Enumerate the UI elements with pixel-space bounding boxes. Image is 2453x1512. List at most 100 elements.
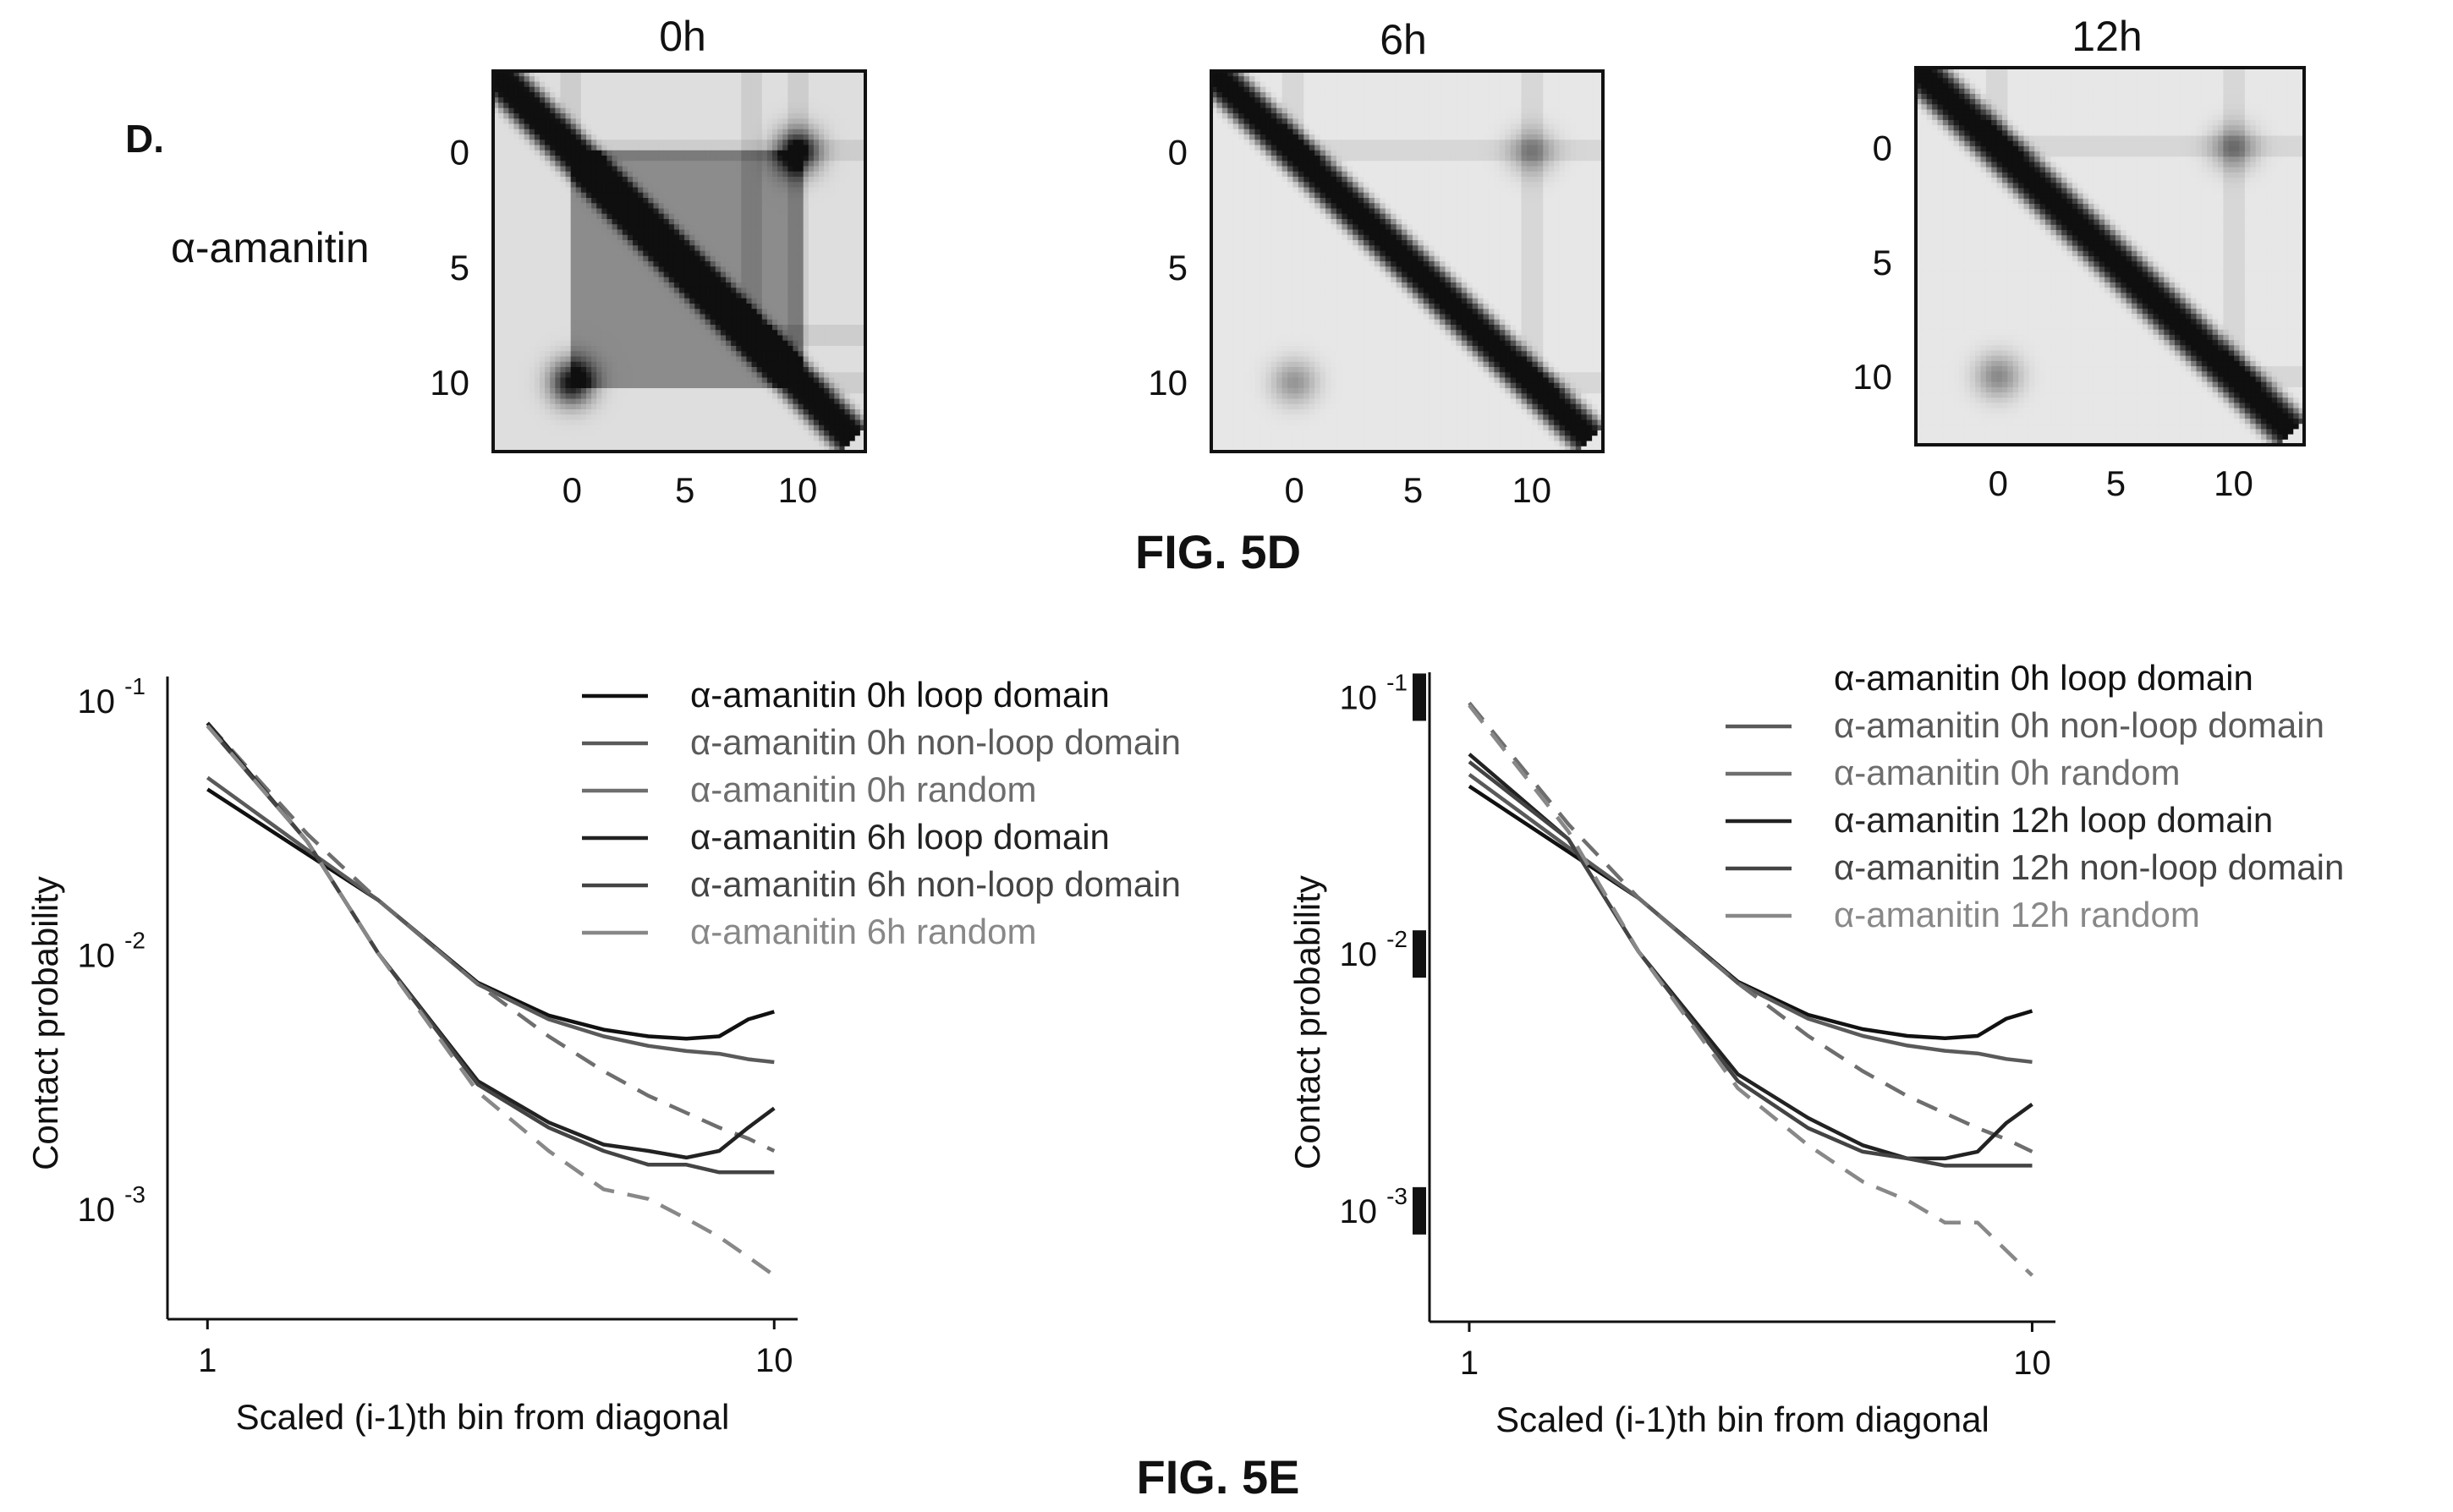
heatmap-cell bbox=[720, 86, 727, 93]
heatmap-cell bbox=[586, 198, 592, 204]
heatmap-cell bbox=[673, 245, 680, 252]
heatmap-cell bbox=[570, 271, 577, 278]
heatmap-cell bbox=[606, 140, 613, 146]
heatmap-cell bbox=[766, 393, 773, 400]
heatmap-cell bbox=[829, 219, 835, 225]
heatmap-cell bbox=[751, 97, 758, 104]
heatmap-cell bbox=[668, 388, 675, 394]
heatmap-cell bbox=[684, 92, 690, 98]
heatmap-cell bbox=[627, 150, 634, 156]
heatmap-cell bbox=[710, 113, 716, 119]
heatmap-cell bbox=[700, 393, 706, 400]
heatmap-cell bbox=[560, 76, 567, 83]
heatmap-cell bbox=[761, 245, 768, 252]
heatmap-cell bbox=[524, 382, 530, 389]
heatmap-cell bbox=[638, 92, 644, 98]
heatmap-cell bbox=[808, 351, 815, 358]
heatmap-cell bbox=[524, 240, 530, 246]
heatmap-cell bbox=[766, 361, 773, 368]
heatmap-cell bbox=[617, 166, 623, 173]
heatmap-cell bbox=[844, 314, 851, 320]
heatmap-cell bbox=[741, 71, 748, 77]
heatmap-cell bbox=[741, 76, 748, 83]
heatmap-cell bbox=[555, 340, 562, 347]
heatmap-cell bbox=[844, 219, 851, 225]
heatmap-cell bbox=[550, 198, 556, 204]
heatmap-cell bbox=[668, 203, 675, 210]
heatmap-cell bbox=[819, 356, 825, 363]
heatmap-cell bbox=[555, 161, 562, 167]
heatmap-cell bbox=[612, 346, 618, 352]
heatmap-cell bbox=[545, 398, 551, 405]
heatmap-cell bbox=[766, 298, 773, 304]
heatmap-cell bbox=[643, 97, 649, 104]
heatmap-cell bbox=[580, 161, 587, 167]
heatmap-cell bbox=[859, 234, 866, 241]
heatmap-cell bbox=[787, 309, 794, 315]
heatmap-cell bbox=[638, 271, 644, 278]
heatmap-cell bbox=[493, 409, 499, 415]
heatmap-cell bbox=[529, 240, 535, 246]
heatmap-cell bbox=[612, 367, 618, 373]
heatmap-cell bbox=[663, 113, 670, 119]
heatmap-cell bbox=[513, 388, 520, 394]
heatmap-cell bbox=[555, 229, 562, 236]
heatmap-cell bbox=[839, 102, 846, 109]
heatmap-cell bbox=[798, 382, 804, 389]
heatmap-cell bbox=[679, 372, 685, 379]
heatmap-cell bbox=[710, 409, 716, 415]
heatmap-cell bbox=[720, 192, 727, 199]
heatmap-cell bbox=[829, 156, 835, 162]
heatmap-cell bbox=[633, 219, 639, 225]
heatmap-cell bbox=[782, 203, 788, 210]
heatmap-cell bbox=[777, 166, 783, 173]
heatmap-cell bbox=[803, 76, 809, 83]
heatmap-cell bbox=[633, 419, 639, 426]
heatmap-cell bbox=[736, 277, 742, 283]
heatmap-cell bbox=[726, 388, 732, 394]
heatmap-cell bbox=[633, 346, 639, 352]
heatmap-cell bbox=[813, 325, 820, 331]
heatmap-cell bbox=[503, 271, 509, 278]
heatmap-cell bbox=[513, 171, 520, 178]
heatmap-cell bbox=[668, 293, 675, 299]
heatmap-cell bbox=[591, 192, 597, 199]
heatmap-cell bbox=[673, 282, 680, 288]
heatmap-cell bbox=[849, 425, 856, 431]
heatmap-cell bbox=[617, 288, 623, 294]
heatmap-cell bbox=[622, 145, 628, 151]
heatmap-cell bbox=[819, 266, 825, 273]
heatmap-cell bbox=[643, 118, 649, 125]
heatmap-cell bbox=[555, 314, 562, 320]
heatmap-cell bbox=[726, 367, 732, 373]
heatmap-cell bbox=[534, 81, 541, 88]
heatmap-cell bbox=[772, 403, 778, 410]
heatmap-cell bbox=[813, 245, 820, 252]
heatmap-cell bbox=[777, 340, 783, 347]
heatmap-cell bbox=[591, 288, 597, 294]
heatmap-cell bbox=[673, 229, 680, 236]
heatmap-cell bbox=[694, 213, 701, 220]
heatmap-cell bbox=[586, 367, 592, 373]
heatmap-cell bbox=[813, 161, 820, 167]
heatmap-cell bbox=[854, 102, 861, 109]
heatmap-cell bbox=[524, 203, 530, 210]
heatmap-cell bbox=[854, 277, 861, 283]
heatmap-cell bbox=[560, 325, 567, 331]
heatmap-cell bbox=[684, 177, 690, 183]
heatmap-cell bbox=[741, 123, 748, 130]
heatmap-cell bbox=[570, 393, 577, 400]
heatmap-cell bbox=[653, 361, 660, 368]
heatmap-cell bbox=[705, 161, 711, 167]
heatmap-cell bbox=[503, 81, 509, 88]
heatmap-cell bbox=[508, 107, 515, 114]
heatmap-cell bbox=[663, 140, 670, 146]
heatmap-cell bbox=[720, 171, 727, 178]
heatmap-cell bbox=[617, 229, 623, 236]
heatmap-cell bbox=[834, 224, 841, 231]
heatmap-cell bbox=[705, 430, 711, 436]
heatmap-cell bbox=[606, 304, 613, 310]
heatmap-cell bbox=[859, 92, 866, 98]
heatmap-cell bbox=[498, 325, 504, 331]
heatmap-cell bbox=[808, 213, 815, 220]
